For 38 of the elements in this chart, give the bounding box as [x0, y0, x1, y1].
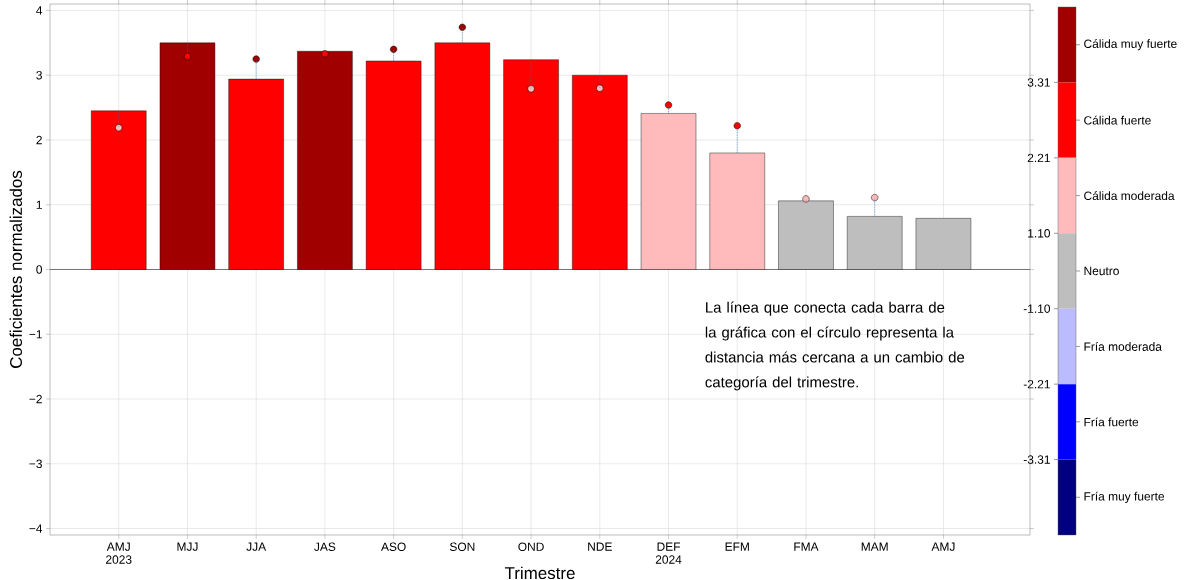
y-tick-label: −4 — [29, 524, 43, 533]
x-tick-label: EFM — [725, 542, 749, 551]
x-tick-label: ASO — [381, 542, 406, 551]
y-tick-label: −2 — [29, 394, 42, 404]
category-label: Fría moderada — [1084, 341, 1162, 351]
y-tick-label: 0 — [36, 265, 43, 274]
x-axis-title: Trimestre — [504, 566, 575, 580]
annotation: 1.10 — [1028, 229, 1051, 238]
category-label: Cálida fuerte — [1084, 115, 1151, 125]
x-tick-label: NDE — [588, 542, 612, 551]
y-axis-title: Coeficientes normalizados — [9, 170, 23, 368]
annotation: La línea que conecta cada barra de la gráfica con el círculo representa la distancia más cercana a un cambio de categoría del trimestre. — [705, 301, 965, 391]
category-label: Fría muy fuerte — [1084, 491, 1165, 503]
x-tick-label: MAM — [861, 542, 888, 551]
y-tick-label: 4 — [36, 6, 43, 15]
annotation: -3.31 — [1023, 455, 1050, 464]
category-label: Cálida muy fuerte — [1084, 39, 1177, 51]
annotation: -1.10 — [1023, 304, 1051, 313]
x-tick-label: SON — [449, 542, 475, 551]
x-tick-label: JJA — [246, 542, 267, 551]
x-tick-label: DEF 2024 — [655, 542, 682, 564]
x-tick-label: AMJ — [931, 542, 955, 551]
y-tick-label: 2 — [36, 135, 42, 145]
annotation: -2.21 — [1023, 379, 1050, 389]
category-label: Neutro — [1084, 266, 1119, 276]
category-label: Fría fuerte — [1084, 417, 1139, 427]
category-label: Cálida moderada — [1084, 191, 1175, 201]
y-tick-label: 3 — [36, 71, 42, 80]
annotation: 2.21 — [1027, 153, 1050, 163]
y-tick-label: −1 — [29, 330, 42, 339]
y-tick-label: 1 — [36, 200, 42, 209]
x-tick-label: MJJ — [177, 542, 198, 551]
y-tick-label: −3 — [29, 459, 42, 468]
annotation: 3.31 — [1027, 78, 1050, 87]
x-tick-label: JAS — [314, 542, 336, 551]
x-tick-label: OND — [518, 542, 544, 551]
x-tick-label: FMA — [794, 542, 819, 551]
x-tick-label: AMJ 2023 — [106, 542, 132, 564]
